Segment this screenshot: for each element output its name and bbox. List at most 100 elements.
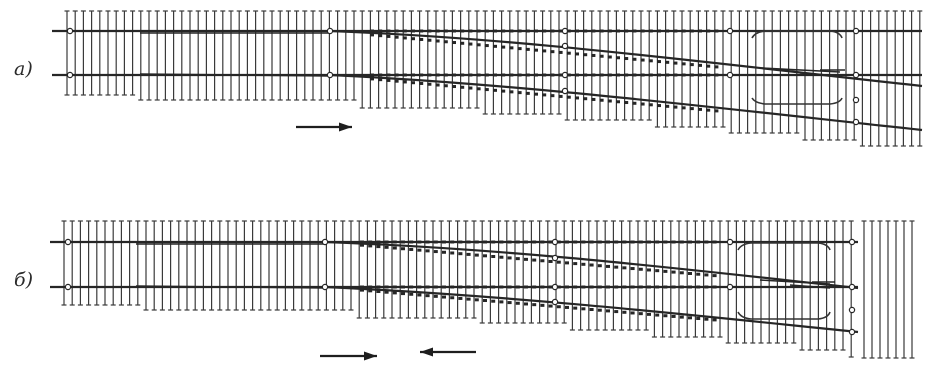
rail-fastening [443,84,448,88]
rail-fastening [614,265,619,269]
rail-fastening [591,73,596,77]
rail-fastening [419,29,424,33]
rail-fastening [688,272,692,276]
rail-fastening [507,240,512,244]
rail-fastening [663,240,668,244]
rail-fastening [402,29,407,33]
rail-fastening [491,299,496,303]
rail-fastening [630,240,635,244]
rail-fastening [548,240,553,244]
rail-fastening [712,285,717,289]
rail-fastening [573,262,578,266]
rail-fastening [614,240,619,244]
panel-b-turnout [50,220,915,361]
rail-fastening [681,29,686,33]
rail-fastening [665,104,670,108]
rail-fastening [657,104,661,108]
direction-arrow-head [364,351,377,361]
rail-fastening [452,73,456,77]
rail-fastening [648,103,653,107]
rail-fastening [647,312,651,316]
rail-fastening [499,240,504,244]
rail-fastening [573,285,578,289]
rail-joint [66,71,74,79]
rail-joint [326,27,334,35]
rail-fastening [599,54,604,58]
rail-fastening [640,102,645,106]
rail-joint [726,71,734,79]
rail-fastening [589,285,594,289]
rail-fastening [435,29,440,33]
rail-fastening [376,245,381,249]
rail-fastening [665,60,670,64]
rail-fastening [468,73,473,77]
rail-fastening [704,273,709,277]
rail-fastening [483,285,487,289]
rail-fastening [589,308,594,312]
rail-fastening [556,285,561,289]
rail-fastening [673,61,678,65]
rail-fastening [466,240,471,244]
rail-fastening [525,47,530,51]
rail-fastening [671,270,676,274]
rail-fastening [484,44,489,48]
rail-fastening [714,109,719,113]
rail-fastening [556,260,561,264]
rail-fastening [384,245,389,249]
rail-fastening [706,108,711,112]
rail-joint [852,71,860,79]
rail-joint [321,238,329,246]
rail-fastening [638,240,643,244]
rail-fastening [606,309,610,313]
rail-fastening [679,315,684,319]
rail-fastening [501,89,506,93]
rail-fastening [378,34,383,38]
rail-fastening [632,73,637,77]
rail-fastening [427,38,432,42]
rail-fastening [622,285,627,289]
rail-fastening [630,267,635,271]
rail-fastening [673,29,678,33]
rail-fastening [696,240,701,244]
rail-fastening [484,88,489,92]
rail-fastening [655,285,660,289]
rail-fastening [368,240,373,244]
rail-fastening [607,29,612,33]
rail-fastening [515,301,520,305]
rail-fastening [589,263,594,267]
rail-fastening [507,285,512,289]
rail-fastening [630,311,635,315]
rail-fastening [427,82,432,86]
rail-fastening [655,313,660,317]
rail-fastening [468,29,473,33]
rail-fastening [401,240,405,244]
rail-fastening [499,300,504,304]
rail-fastening [368,285,373,289]
rail-fastening [698,73,702,77]
rail-fastening [663,269,668,273]
rail-fastening [394,79,399,83]
rail-fastening [411,29,415,33]
rail-fastening [638,267,643,271]
rail-fastening [630,285,635,289]
rail-fastening [524,302,528,306]
rail-fastening [548,259,553,263]
rail-fastening [624,101,629,105]
rail-fastening [558,50,563,54]
rail-fastening [534,73,538,77]
rail-fastening [657,73,661,77]
rail-fastening [565,285,569,289]
rail-fastening [581,240,586,244]
rail-fastening [466,285,471,289]
rail-fastening [525,73,530,77]
rail-fastening [542,29,547,33]
rail-fastening [509,29,514,33]
rail-fastening [433,285,438,289]
rail-fastening [417,293,422,297]
rail-fastening [624,57,629,61]
rail-fastening [378,78,383,82]
rail-fastening [458,296,463,300]
rail-fastening [411,81,415,85]
rail-fastening [443,73,448,77]
rail-fastening [370,33,374,37]
